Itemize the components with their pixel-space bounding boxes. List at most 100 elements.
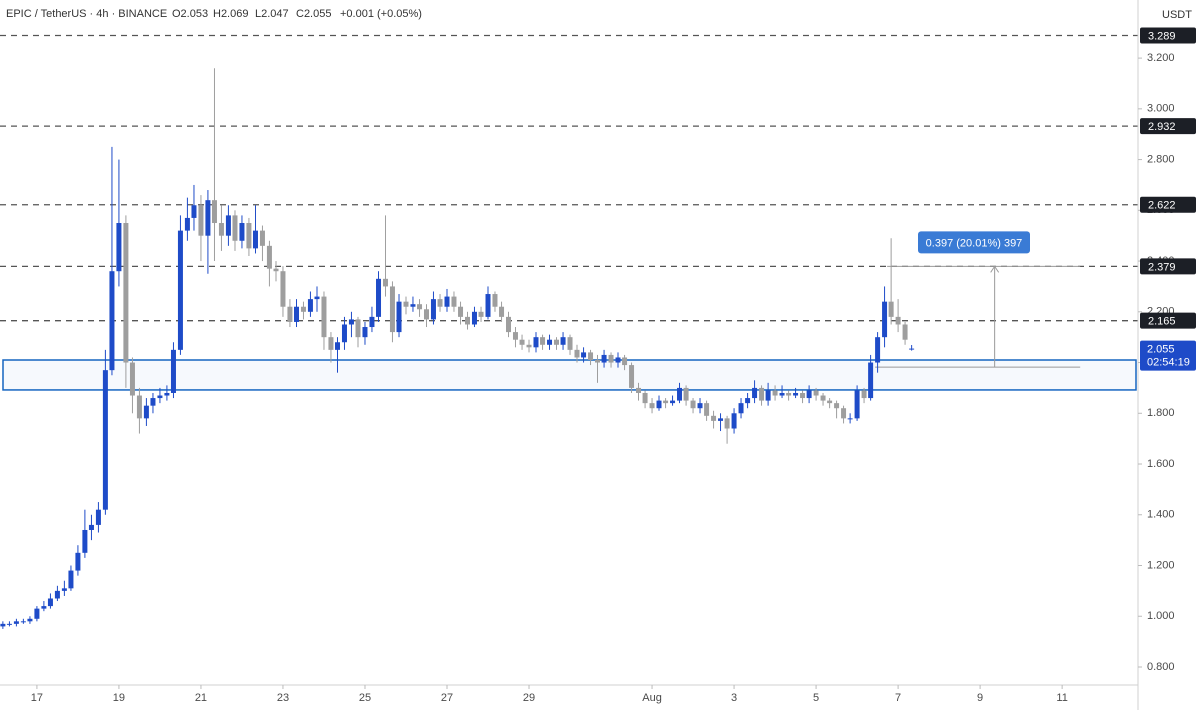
level-label: 3.289 (1148, 30, 1176, 42)
candle-body (321, 296, 327, 338)
candle-body (533, 337, 539, 348)
candle-body (622, 357, 628, 366)
candle-body (779, 392, 785, 396)
level-label: 2.165 (1148, 316, 1176, 328)
candle-body (588, 352, 594, 361)
candle-body (389, 286, 395, 333)
candle-body (218, 223, 224, 236)
candle-body (909, 348, 915, 350)
x-tick-label: 29 (523, 692, 535, 704)
candle-body (109, 271, 115, 371)
candle-body (827, 400, 833, 404)
candle-body (335, 342, 341, 350)
candle-body (806, 390, 812, 399)
measure-label: 0.397 (20.01%) 397 (926, 237, 1023, 249)
y-tick-label: 2.800 (1147, 153, 1175, 165)
candle-body (888, 301, 894, 317)
candle-body (512, 332, 518, 340)
symbol: EPIC / TetherUS · 4h · BINANCE (6, 8, 167, 20)
candle-body (27, 618, 33, 622)
candle-body (636, 387, 642, 393)
candle-body (704, 403, 710, 416)
x-tick-label: 3 (731, 692, 737, 704)
candle-body (478, 311, 484, 317)
level-box (1140, 312, 1196, 329)
candle-body (259, 230, 265, 246)
candle-body (690, 400, 696, 409)
level-box (1140, 196, 1196, 213)
candle-body (629, 365, 635, 388)
candle-body (834, 403, 840, 409)
candle-body (567, 337, 573, 350)
candle-body (581, 352, 587, 358)
candle-body (423, 309, 429, 320)
candle-body (205, 200, 211, 236)
candle-body (246, 223, 252, 249)
candle-body (615, 357, 621, 363)
candle-body (328, 337, 334, 350)
y-tick-label: 0.800 (1147, 661, 1175, 673)
candle-body (6, 623, 12, 625)
candle-body (116, 223, 122, 272)
candle-body (177, 230, 183, 350)
candle-body (287, 306, 293, 322)
candle-body (348, 319, 354, 325)
level-label: 2.932 (1148, 121, 1176, 133)
candle-body (451, 296, 457, 307)
countdown: 02:54:19 (1147, 356, 1190, 368)
x-tick-label: Aug (642, 692, 662, 704)
candle-body (485, 294, 491, 317)
candle-body (499, 306, 505, 317)
last-price-label: 2.055 (1147, 343, 1175, 355)
candle-body (601, 354, 607, 363)
y-tick-label: 1.600 (1147, 458, 1175, 470)
candle-body (553, 339, 559, 345)
x-tick-label: 21 (195, 692, 207, 704)
candle-body (847, 418, 853, 420)
candle-body (854, 390, 860, 419)
candle-body (547, 339, 553, 345)
candle-body (526, 344, 532, 348)
candle-body (82, 529, 88, 553)
candle-body (191, 205, 197, 218)
candle-body (519, 339, 525, 345)
y-tick-label: 1.000 (1147, 610, 1175, 622)
candle-body (506, 316, 512, 333)
candle-body (273, 268, 279, 272)
candle-body (102, 370, 108, 510)
candle-body (718, 418, 724, 421)
ohlc-open: O2.053 (172, 8, 208, 20)
candle-body (752, 387, 758, 399)
candle-body (47, 598, 53, 607)
candle-body (820, 395, 826, 401)
y-tick-label: 3.000 (1147, 103, 1175, 115)
candle-body (0, 623, 6, 627)
measure-arrowhead (990, 265, 1000, 273)
candle-body (341, 324, 347, 343)
x-tick-label: 27 (441, 692, 453, 704)
candle-body (13, 621, 19, 624)
candle-body (382, 278, 388, 287)
candle-body (786, 392, 792, 396)
candle-body (95, 509, 101, 525)
candle-body (800, 392, 806, 399)
candle-body (677, 387, 683, 401)
candle-body (642, 392, 648, 404)
candle-body (403, 301, 409, 307)
candle-body (211, 200, 217, 224)
candle-body (157, 395, 163, 399)
ohlc-close: C2.055 (296, 8, 331, 20)
candle-body (471, 311, 477, 325)
candle-body (150, 398, 156, 406)
candle-body (465, 316, 471, 325)
candle-body (68, 570, 74, 589)
candle-body (198, 205, 204, 236)
candle-body (902, 324, 908, 340)
candle-body (683, 387, 689, 401)
candle-body (765, 390, 771, 401)
candle-body (649, 403, 655, 409)
candle-body (574, 349, 580, 358)
level-label: 2.622 (1148, 200, 1176, 212)
candle-body (861, 390, 867, 399)
